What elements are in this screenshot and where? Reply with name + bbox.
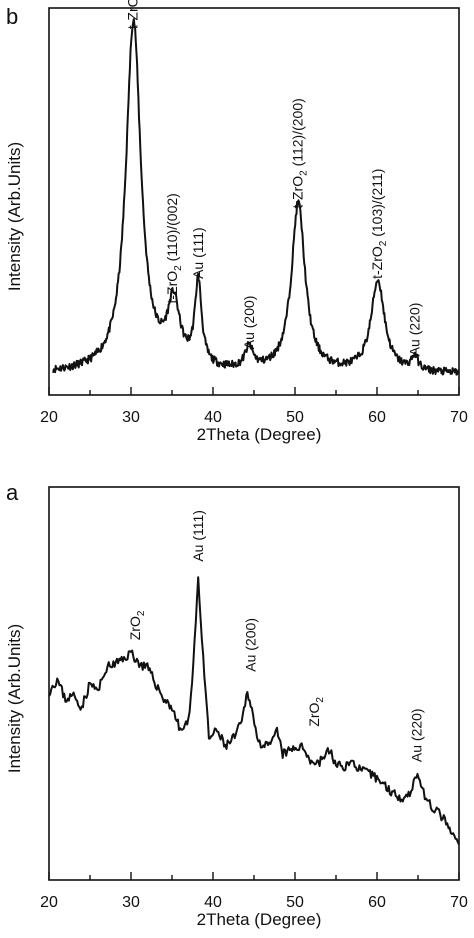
panel-letter: b — [6, 4, 18, 29]
peak-label: t-ZrO2 (110)/(002) — [164, 193, 184, 303]
peak-label: t-ZrO2 (112)/(200) — [289, 98, 309, 208]
x-tick-label: 40 — [204, 894, 222, 911]
peak-label: Au (220) — [408, 708, 424, 762]
peak-label: t-ZrO2 (103)/(211) — [369, 169, 389, 279]
x-tick-label: 30 — [122, 409, 140, 426]
x-tick-label: 60 — [368, 894, 386, 911]
xrd-trace-b — [52, 18, 460, 376]
y-axis-title: Intensity (Arb.Units) — [5, 142, 24, 291]
peak-label: ZrO2 — [306, 697, 326, 727]
x-axis-title: 2Theta (Degree) — [197, 910, 322, 929]
peak-label: t-ZrO2 (101) — [125, 0, 145, 29]
xrd-trace-a — [48, 576, 460, 846]
x-tick-label: 20 — [40, 409, 58, 426]
x-tick-label: 50 — [286, 409, 304, 426]
y-axis-title: Intensity (Arb.Units) — [5, 624, 24, 773]
panel-letter: a — [6, 480, 19, 505]
peak-label: Au (220) — [407, 303, 423, 357]
plot-frame — [48, 486, 460, 881]
x-tick-label: 70 — [450, 894, 468, 911]
x-tick-label: 70 — [450, 409, 468, 426]
peak-label: Au (111) — [190, 227, 206, 279]
x-tick-label: 60 — [368, 409, 386, 426]
peak-label: Au (111) — [190, 510, 206, 562]
chart-panel-a: a 20 30 40 50 60 70 2Theta (Degree) Intensity (A… — [5, 480, 468, 929]
x-tick-label: 40 — [204, 409, 222, 426]
peak-label: Au (200) — [241, 296, 257, 350]
chart-panel-b: b 20 30 40 50 60 70 2Theta (Degree) Intensity (A… — [5, 0, 468, 444]
peak-label: Au (200) — [243, 618, 259, 672]
peak-label: ZrO2 — [127, 610, 147, 640]
x-tick-label: 50 — [286, 894, 304, 911]
x-tick-label: 30 — [122, 894, 140, 911]
x-tick-label: 20 — [40, 894, 58, 911]
x-axis-title: 2Theta (Degree) — [197, 425, 322, 444]
